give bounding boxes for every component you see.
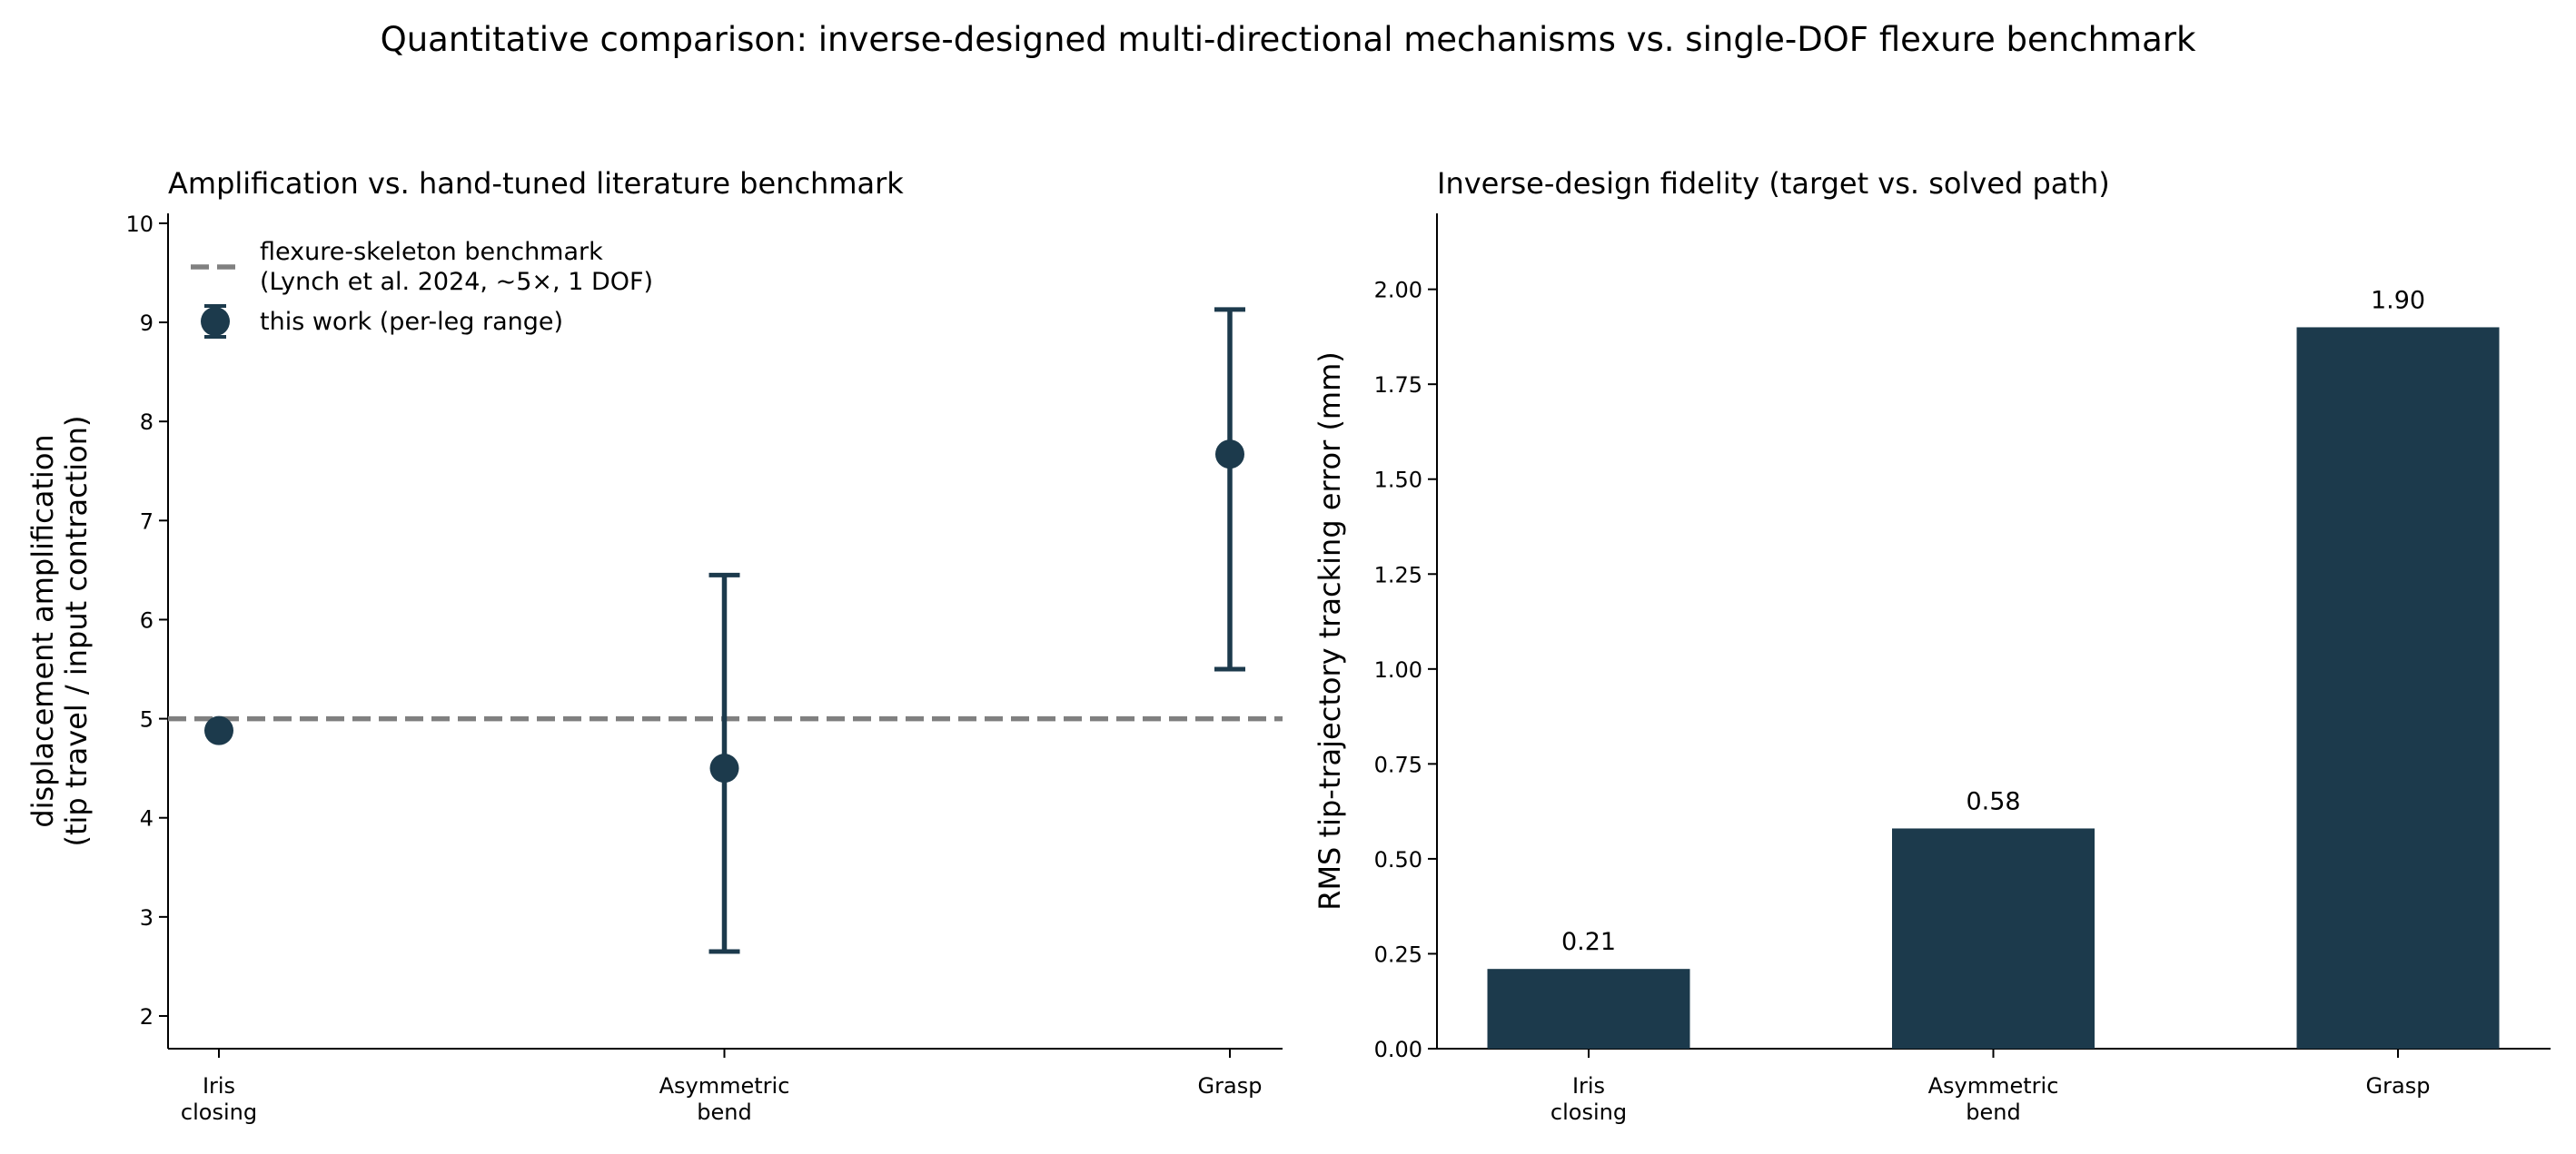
amplification-chart: Amplification vs. hand-tuned literature … [25,166,1283,1125]
right-y-tick-label: 0.25 [1374,942,1422,967]
left-x-tick-label: Grasp [1198,1073,1263,1099]
right-x-tick-label: bend [1966,1100,2020,1125]
left-x-tick-label: Asymmetric [659,1073,790,1099]
bar-value-label: 0.21 [1561,928,1616,956]
right-y-axis-label: RMS tip-trajectory tracking error (mm) [1313,351,1347,911]
left-y-tick-label: 6 [140,607,154,633]
right-y-tick-label: 2.00 [1374,278,1422,303]
right-chart-title: Inverse-design fidelity (target vs. solv… [1437,166,2110,201]
left-y-tick-label: 8 [140,409,154,435]
right-x-tick-label: closing [1551,1100,1627,1125]
right-y-tick-label: 0.00 [1374,1037,1422,1062]
figure-suptitle: Quantitative comparison: inverse-designe… [381,20,2196,59]
left-y-axis-label: (tip travel / input contraction) [59,416,94,847]
left-y-tick-label: 5 [140,707,154,733]
right-y-tick-label: 0.50 [1374,847,1422,873]
right-y-tick-label: 1.50 [1374,468,1422,493]
right-y-tick-label: 1.75 [1374,372,1422,398]
bar-value-label: 0.58 [1966,787,2020,815]
data-point [204,715,233,745]
left-y-tick-label: 2 [140,1004,154,1030]
left-x-tick-label: Iris [203,1073,235,1099]
left-x-tick-label: closing [181,1100,257,1125]
data-point [709,754,739,784]
left-y-tick-label: 9 [140,311,154,336]
fidelity-chart: Inverse-design fidelity (target vs. solv… [1313,166,2551,1125]
data-point [1215,439,1244,469]
bar [2296,327,2500,1049]
left-y-axis-label: displacement amplification [25,434,60,827]
bar-value-label: 1.90 [2371,286,2425,314]
left-y-tick-label: 4 [140,806,154,832]
right-y-tick-label: 1.00 [1374,657,1422,683]
left-chart-title: Amplification vs. hand-tuned literature … [168,166,904,201]
left-y-tick-label: 3 [140,905,154,931]
bar [1892,828,2095,1049]
right-y-tick-label: 0.75 [1374,752,1422,777]
legend-benchmark-label: flexure-skeleton benchmark [260,238,603,266]
legend-series-label: this work (per-leg range) [260,308,563,336]
right-x-tick-label: Asymmetric [1928,1073,2059,1099]
right-y-tick-label: 1.25 [1374,562,1422,587]
right-x-tick-label: Iris [1572,1073,1605,1099]
left-y-tick-label: 10 [125,212,154,237]
left-x-tick-label: bend [697,1100,751,1125]
bar [1487,969,1690,1049]
right-x-tick-label: Grasp [2366,1073,2431,1099]
legend-benchmark-label: (Lynch et al. 2024, ~5×, 1 DOF) [260,268,653,296]
left-y-tick-label: 7 [140,508,154,534]
legend: flexure-skeleton benchmark(Lynch et al. … [191,238,653,339]
legend-point-swatch [201,307,230,336]
